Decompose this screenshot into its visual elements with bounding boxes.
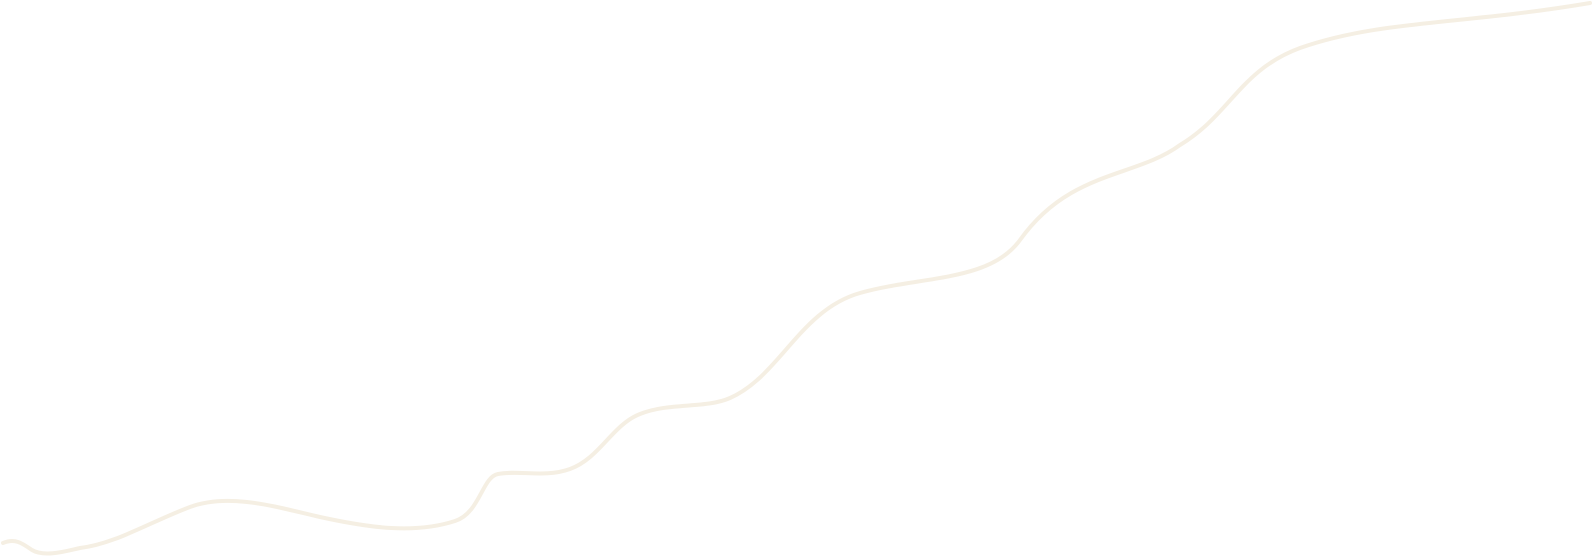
wavy-line <box>1 1 1592 556</box>
decorative-wave-graphic <box>1 1 1592 556</box>
